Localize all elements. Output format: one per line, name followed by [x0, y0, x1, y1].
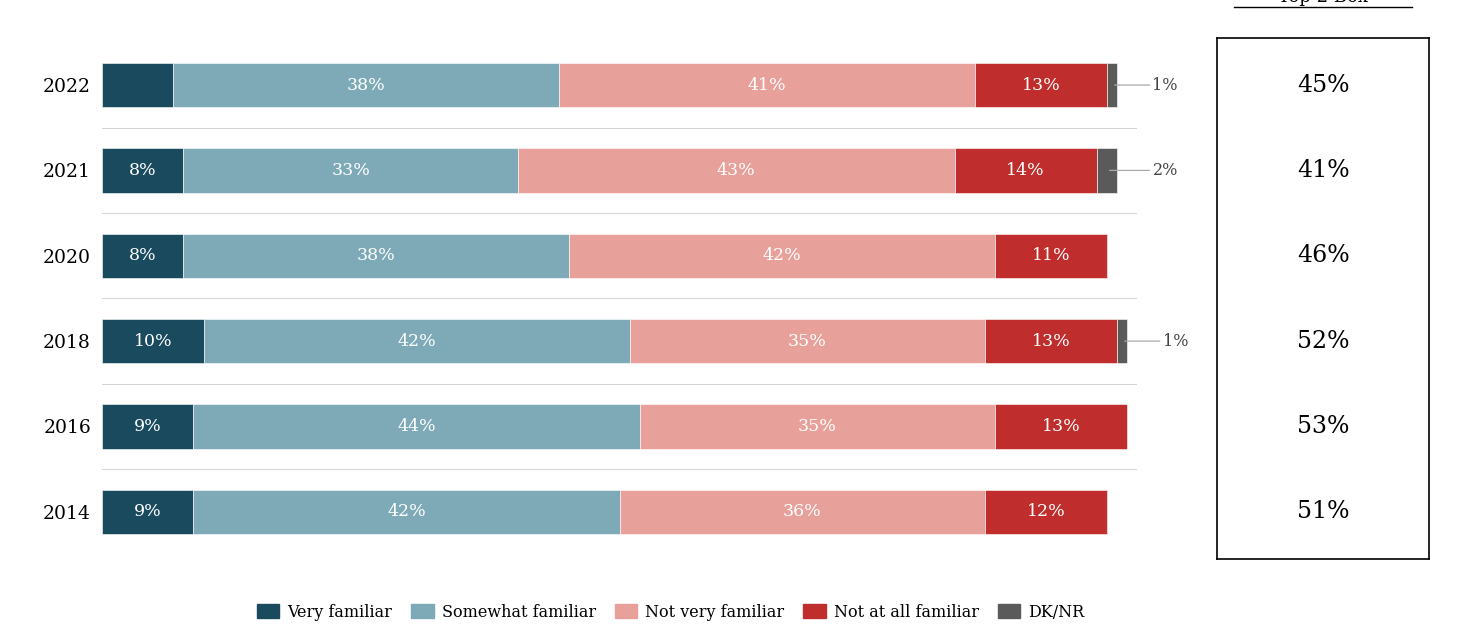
Bar [102, 63, 174, 107]
Legend: Very familiar, Somewhat familiar, Not very familiar, Not at all familiar, DK/NR: Very familiar, Somewhat familiar, Not ve… [251, 598, 1091, 627]
Bar [204, 319, 630, 363]
Text: 14%: 14% [1006, 162, 1045, 179]
Text: 46%: 46% [1296, 244, 1350, 267]
Text: 8%: 8% [128, 247, 156, 264]
Text: 9%: 9% [134, 504, 162, 520]
Text: Top-2 Box: Top-2 Box [1279, 0, 1368, 6]
Bar [102, 234, 184, 278]
Text: 52%: 52% [1296, 330, 1350, 352]
Text: 12%: 12% [1026, 504, 1066, 520]
Text: 1%: 1% [1124, 333, 1188, 350]
Bar [996, 234, 1107, 278]
Bar [184, 234, 569, 278]
Text: 33%: 33% [331, 162, 370, 179]
Text: 10%: 10% [134, 333, 172, 350]
Bar [102, 148, 184, 192]
Bar [1107, 63, 1117, 107]
Bar [1096, 148, 1117, 192]
Text: 41%: 41% [748, 77, 786, 93]
Bar [194, 404, 640, 449]
Text: 35%: 35% [787, 333, 827, 350]
Text: 35%: 35% [798, 418, 837, 435]
Text: 53%: 53% [1298, 415, 1349, 438]
Bar [569, 234, 996, 278]
Bar [986, 490, 1107, 534]
Text: 13%: 13% [1022, 77, 1060, 93]
Text: 1%: 1% [1115, 77, 1178, 93]
Bar [1117, 319, 1127, 363]
Text: 38%: 38% [347, 77, 385, 93]
Bar [194, 490, 620, 534]
Bar [630, 319, 986, 363]
Text: 11%: 11% [1032, 247, 1070, 264]
Bar [102, 490, 194, 534]
Bar [518, 148, 955, 192]
Text: 9%: 9% [134, 418, 162, 435]
Bar [558, 63, 975, 107]
Text: 8%: 8% [128, 162, 156, 179]
Bar [996, 404, 1127, 449]
Bar [955, 148, 1096, 192]
Bar [102, 404, 194, 449]
Text: 51%: 51% [1296, 500, 1350, 523]
Text: 42%: 42% [763, 247, 802, 264]
Text: 13%: 13% [1032, 333, 1070, 350]
Bar [975, 63, 1107, 107]
Text: 43%: 43% [717, 162, 755, 179]
Bar [102, 319, 204, 363]
Text: 41%: 41% [1296, 159, 1350, 182]
Bar [620, 490, 986, 534]
Bar [174, 63, 558, 107]
Text: 45%: 45% [1296, 74, 1350, 97]
Text: 2%: 2% [1110, 162, 1178, 179]
Text: 44%: 44% [398, 418, 436, 435]
Bar [640, 404, 996, 449]
Text: 42%: 42% [388, 504, 426, 520]
Text: 38%: 38% [357, 247, 395, 264]
Text: 42%: 42% [397, 333, 436, 350]
Text: 36%: 36% [783, 504, 822, 520]
Bar [986, 319, 1117, 363]
Bar [184, 148, 518, 192]
Text: 13%: 13% [1042, 418, 1080, 435]
